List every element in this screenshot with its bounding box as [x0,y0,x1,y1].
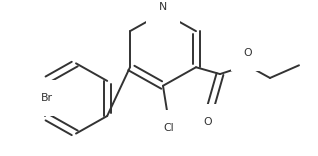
Text: O: O [204,117,212,127]
Text: Cl: Cl [164,123,174,133]
Text: O: O [244,49,252,58]
Text: N: N [159,2,167,12]
Text: Br: Br [41,93,53,103]
